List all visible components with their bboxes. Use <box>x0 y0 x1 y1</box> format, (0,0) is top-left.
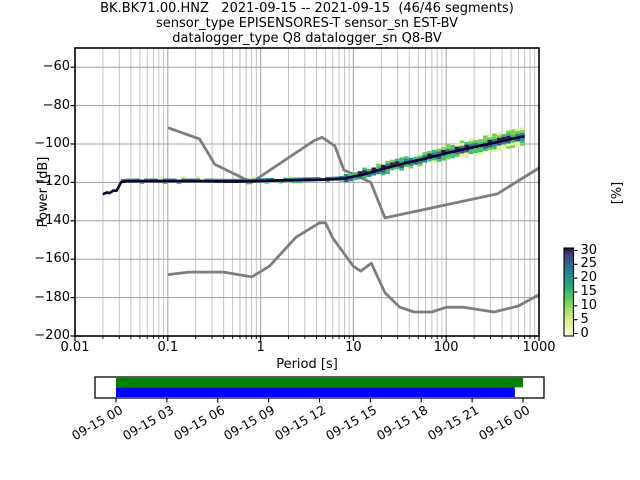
y-tick-label: −80 <box>42 97 70 113</box>
x-tick-label: 1 <box>256 340 265 355</box>
nhnm-curve <box>167 126 540 220</box>
y-tick-label: −200 <box>34 328 70 343</box>
noise-model-curves <box>167 126 540 314</box>
right-axis-label: [%] <box>610 181 625 205</box>
axes-frame <box>70 47 540 341</box>
figure-title-line1: BK.BK71.00.HNZ 2021-09-15 -- 2021-09-15 … <box>100 1 514 16</box>
y-tick-label: −180 <box>34 289 70 305</box>
x-tick-label: 100 <box>433 340 459 355</box>
y-tick-label: −100 <box>34 136 70 151</box>
y-tick-label: −120 <box>34 174 70 190</box>
colorbar-tick-label: 30 <box>580 242 598 258</box>
figure-title-line3: datalogger_type Q8 datalogger_sn Q8-BV <box>172 31 442 46</box>
colorbar-tick-label: 0 <box>580 325 589 341</box>
y-tick-label: −140 <box>34 212 70 228</box>
colorbar <box>563 247 578 337</box>
nlnm-curve <box>167 221 540 314</box>
figure-title-line2: sensor_type EPISENSORES-T sensor_sn EST-… <box>156 16 458 31</box>
psd-histogram <box>102 127 525 196</box>
colorbar-tick-label: 10 <box>580 297 598 313</box>
psd-mode-line <box>102 135 525 196</box>
x-axis-label: Period [s] <box>276 357 338 372</box>
colorbar-tick-label: 20 <box>580 270 598 286</box>
y-tick-label: −160 <box>34 251 70 267</box>
y-axis-label: Power [dB] <box>36 156 51 228</box>
colorbar-tick-label: 25 <box>580 256 598 272</box>
colorbar-tick-label: 5 <box>580 311 589 327</box>
timeline-bar-psd-coverage <box>116 387 515 397</box>
timeline <box>94 376 545 403</box>
x-tick-label: 0.1 <box>157 340 179 355</box>
x-tick-label: 10 <box>345 340 362 355</box>
grid <box>74 48 540 337</box>
timeline-bar-data-extent <box>116 378 523 388</box>
x-tick-label: 1000 <box>522 340 556 355</box>
colorbar-tick-label: 15 <box>580 284 598 299</box>
x-tick-label: 0.01 <box>60 340 90 355</box>
y-tick-label: −60 <box>42 59 70 75</box>
